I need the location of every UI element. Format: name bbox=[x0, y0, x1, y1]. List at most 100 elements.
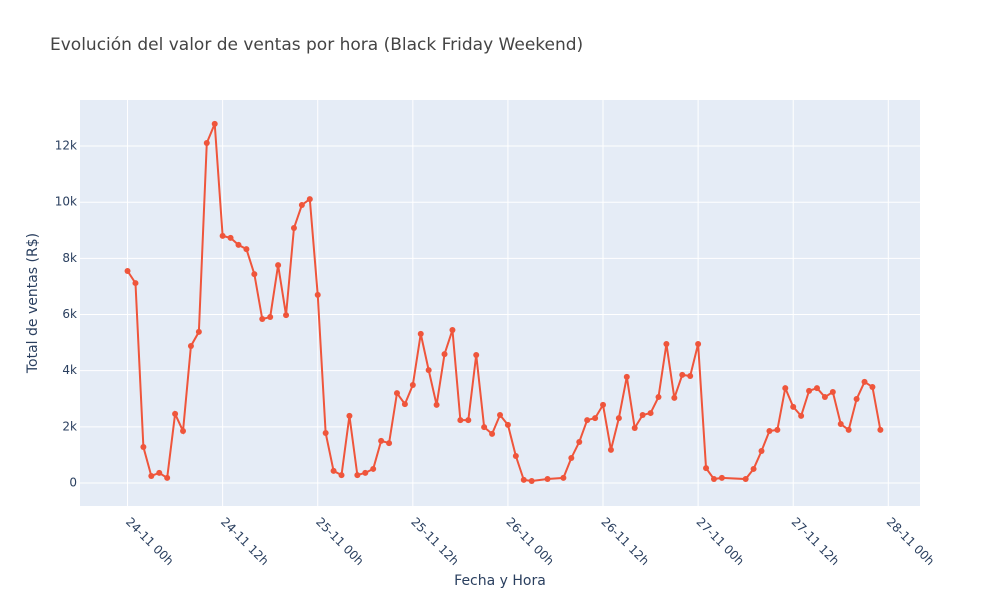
data-point bbox=[140, 444, 147, 451]
data-point bbox=[623, 373, 630, 380]
data-point bbox=[164, 474, 171, 481]
y-tick-label: 4k bbox=[62, 363, 77, 377]
data-point bbox=[615, 415, 622, 422]
data-point bbox=[655, 394, 662, 401]
data-point bbox=[560, 474, 567, 481]
data-point bbox=[386, 440, 393, 447]
data-point bbox=[639, 412, 646, 419]
data-point bbox=[647, 410, 654, 417]
data-point bbox=[750, 465, 757, 472]
data-point bbox=[607, 446, 614, 453]
x-tick-label: 26-11 00h bbox=[503, 515, 556, 568]
data-point bbox=[782, 385, 789, 392]
data-point bbox=[370, 465, 377, 472]
y-tick-label: 0 bbox=[69, 475, 77, 489]
data-point bbox=[813, 385, 820, 392]
data-point bbox=[338, 472, 345, 479]
data-point bbox=[861, 378, 868, 385]
data-point bbox=[251, 271, 258, 278]
data-point bbox=[837, 421, 844, 428]
x-tick-label: 25-11 00h bbox=[313, 515, 366, 568]
x-tick-label: 25-11 12h bbox=[408, 515, 461, 568]
data-point bbox=[219, 232, 226, 239]
data-point bbox=[362, 469, 369, 476]
data-point bbox=[441, 351, 448, 358]
data-point bbox=[687, 373, 694, 380]
line-series bbox=[126, 123, 882, 483]
data-point bbox=[306, 196, 313, 203]
data-point bbox=[600, 401, 607, 408]
x-tick-label: 24-11 12h bbox=[218, 515, 271, 568]
x-tick-label: 28-11 00h bbox=[884, 515, 937, 568]
data-point bbox=[187, 342, 194, 349]
data-point bbox=[156, 469, 163, 476]
data-point bbox=[766, 428, 773, 435]
data-point bbox=[718, 474, 725, 481]
data-point bbox=[227, 234, 234, 241]
data-point bbox=[290, 225, 297, 232]
data-point bbox=[425, 367, 432, 374]
data-point bbox=[433, 401, 440, 408]
data-point bbox=[172, 410, 179, 417]
plot-area bbox=[80, 100, 920, 506]
data-point bbox=[322, 429, 329, 436]
data-point bbox=[132, 280, 139, 287]
data-point bbox=[449, 326, 456, 333]
y-axis-title: Total de ventas (R$) bbox=[25, 233, 41, 374]
data-point bbox=[259, 316, 266, 323]
data-point bbox=[243, 246, 250, 253]
data-point bbox=[576, 438, 583, 445]
y-tick-label: 12k bbox=[55, 139, 77, 153]
data-point bbox=[790, 403, 797, 410]
data-point bbox=[409, 381, 416, 388]
data-point bbox=[520, 476, 527, 483]
data-point bbox=[235, 241, 242, 248]
data-point bbox=[148, 472, 155, 479]
data-point bbox=[528, 478, 535, 485]
data-point bbox=[877, 426, 884, 433]
data-point bbox=[821, 394, 828, 401]
data-point bbox=[378, 437, 385, 444]
x-axis-title: Fecha y Hora bbox=[454, 573, 546, 589]
data-point bbox=[798, 412, 805, 419]
data-point bbox=[180, 428, 187, 435]
data-point bbox=[417, 330, 424, 337]
data-point bbox=[544, 476, 551, 483]
x-tick-label: 26-11 12h bbox=[598, 515, 651, 568]
data-point bbox=[853, 396, 860, 403]
y-tick-label: 10k bbox=[55, 195, 77, 209]
x-tick-label: 27-11 00h bbox=[694, 515, 747, 568]
data-point bbox=[671, 394, 678, 401]
data-point bbox=[195, 328, 202, 335]
data-point bbox=[512, 453, 519, 460]
data-point bbox=[211, 120, 218, 127]
data-point bbox=[869, 383, 876, 390]
data-point bbox=[393, 390, 400, 397]
chart-title: Evolución del valor de ventas por hora (… bbox=[50, 35, 583, 55]
data-point bbox=[710, 476, 717, 483]
data-point bbox=[298, 202, 305, 209]
data-point bbox=[845, 426, 852, 433]
data-point bbox=[124, 267, 131, 274]
data-point bbox=[267, 314, 274, 321]
x-tick-label: 24-11 00h bbox=[123, 515, 176, 568]
data-point bbox=[758, 447, 765, 454]
data-point bbox=[330, 467, 337, 474]
data-point bbox=[473, 351, 480, 358]
data-point bbox=[663, 340, 670, 347]
data-point bbox=[354, 472, 361, 479]
y-tick-label: 2k bbox=[62, 419, 77, 433]
data-point bbox=[346, 412, 353, 419]
data-point bbox=[275, 262, 282, 269]
data-point bbox=[283, 312, 290, 319]
data-point bbox=[497, 412, 503, 419]
data-point bbox=[489, 430, 496, 437]
data-point bbox=[695, 340, 702, 347]
data-point bbox=[568, 454, 575, 461]
y-tick-label: 6k bbox=[62, 307, 77, 321]
data-point bbox=[679, 371, 686, 378]
data-point bbox=[703, 465, 710, 472]
data-point bbox=[774, 426, 781, 433]
y-tick-label: 8k bbox=[62, 251, 77, 265]
